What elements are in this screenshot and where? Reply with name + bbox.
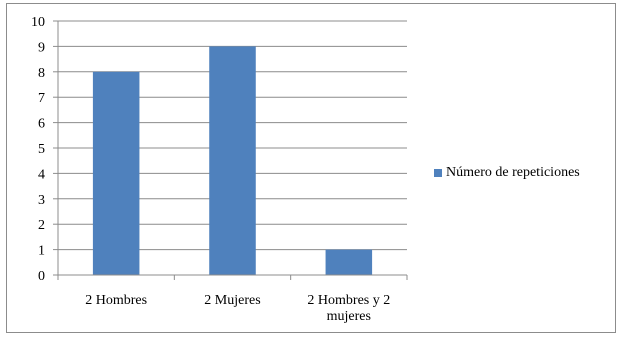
y-tick-label: 6 (38, 117, 45, 132)
bars (92, 46, 373, 276)
y-tick-label: 8 (38, 66, 45, 81)
y-tick-label: 4 (38, 167, 45, 182)
x-category-label: 2 Hombres (85, 293, 147, 308)
legend-swatch (434, 169, 442, 177)
y-axis-ticks: 0 1 2 3 4 5 6 7 8 9 10 (31, 15, 58, 284)
x-axis-labels: 2 Hombres 2 Mujeres 2 Hombres y 2 mujeres (85, 293, 390, 324)
bar (325, 249, 373, 275)
y-tick-label: 0 (38, 269, 45, 284)
y-tick-label: 10 (31, 15, 45, 30)
y-tick-label: 3 (38, 193, 45, 208)
x-category-label: 2 Mujeres (204, 293, 260, 308)
bar (209, 46, 256, 276)
legend: Número de repeticiones (434, 165, 580, 181)
y-tick-label: 7 (38, 91, 45, 106)
axes (57, 21, 408, 280)
y-tick-label: 2 (38, 218, 45, 233)
y-tick-label: 1 (38, 244, 45, 259)
y-tick-label: 9 (38, 40, 45, 55)
bar (92, 71, 140, 275)
y-tick-label: 5 (38, 142, 45, 157)
x-category-label: 2 Hombres y 2 mujeres (307, 293, 390, 324)
legend-label: Número de repeticiones (446, 165, 580, 180)
